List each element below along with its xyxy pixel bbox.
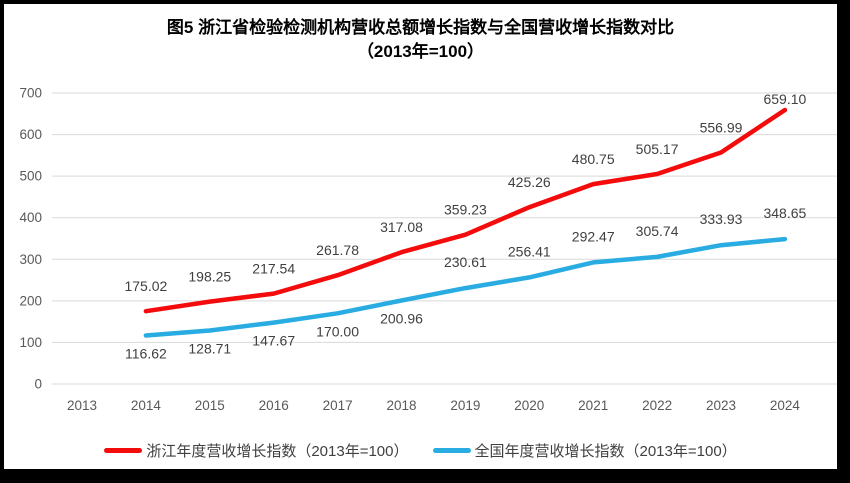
x-tick-label: 2018 [386,398,416,413]
x-tick-label: 2021 [578,398,608,413]
data-label: 480.75 [572,151,615,167]
legend-swatch-zhejiang-icon [104,448,143,453]
series-line-national [143,236,788,338]
x-tick-label: 2023 [706,398,736,413]
x-tick-label: 2014 [131,398,162,413]
data-label: 261.78 [316,242,359,258]
data-label: 359.23 [444,202,487,218]
x-tick-label: 2024 [770,398,801,413]
data-label: 147.67 [252,333,295,349]
data-label: 230.61 [444,254,487,270]
data-label: 170.00 [316,323,359,339]
y-tick-label: 400 [19,210,42,225]
chart-legend: 浙江年度营收增长指数（2013年=100） 全国年度营收增长指数（2013年=1… [4,440,837,461]
series-line-zhejiang [143,107,788,314]
y-tick-label: 300 [19,252,42,267]
data-label: 200.96 [380,310,423,326]
data-label: 317.08 [380,219,423,235]
x-tick-label: 2016 [259,398,289,413]
legend-label-national: 全国年度营收增长指数（2013年=100） [474,443,737,460]
data-label: 425.26 [508,174,551,190]
chart-title-line1: 图5 浙江省检验检测机构营收总额增长指数与全国营收增长指数对比 [166,18,675,37]
data-label: 116.62 [125,346,167,362]
data-label: 659.10 [763,91,806,107]
data-label: 256.41 [508,243,551,259]
data-label: 556.99 [700,119,743,135]
legend-swatch-national-icon [432,448,471,453]
chart-canvas: 图5 浙江省检验检测机构营收总额增长指数与全国营收增长指数对比 （2013年=1… [4,4,837,469]
legend-label-zhejiang: 浙江年度营收增长指数（2013年=100） [146,443,409,460]
legend-item-zhejiang: 浙江年度营收增长指数（2013年=100） [104,440,409,461]
y-tick-label: 200 [19,293,42,308]
data-label: 505.17 [636,141,679,157]
x-tick-label: 2019 [450,398,480,413]
legend-item-national: 全国年度营收增长指数（2013年=100） [432,440,737,461]
data-label: 305.74 [636,223,679,239]
x-tick-label: 2020 [514,398,544,413]
x-tick-label: 2022 [642,398,672,413]
data-label: 217.54 [252,261,295,277]
data-label: 128.71 [188,340,231,356]
y-tick-label: 0 [34,377,42,392]
y-tick-label: 100 [19,335,42,350]
data-label: 333.93 [700,211,743,227]
chart-title-line2: （2013年=100） [356,42,485,61]
y-tick-label: 600 [19,127,42,142]
data-label: 348.65 [763,205,806,221]
data-label: 292.47 [572,228,615,244]
x-tick-label: 2015 [195,398,225,413]
x-tick-label: 2017 [323,398,353,413]
y-tick-label: 500 [19,169,42,184]
x-tick-label: 2013 [67,398,97,413]
y-tick-label: 700 [19,86,42,101]
data-label: 198.25 [188,269,231,285]
data-label: 175.02 [124,278,167,294]
line-chart-plot: 0 100 200 300 400 500 600 700 2013 2014 2015 2016 20… [19,86,837,413]
chart-title: 图5 浙江省检验检测机构营收总额增长指数与全国营收增长指数对比 （2013年=1… [4,16,837,64]
